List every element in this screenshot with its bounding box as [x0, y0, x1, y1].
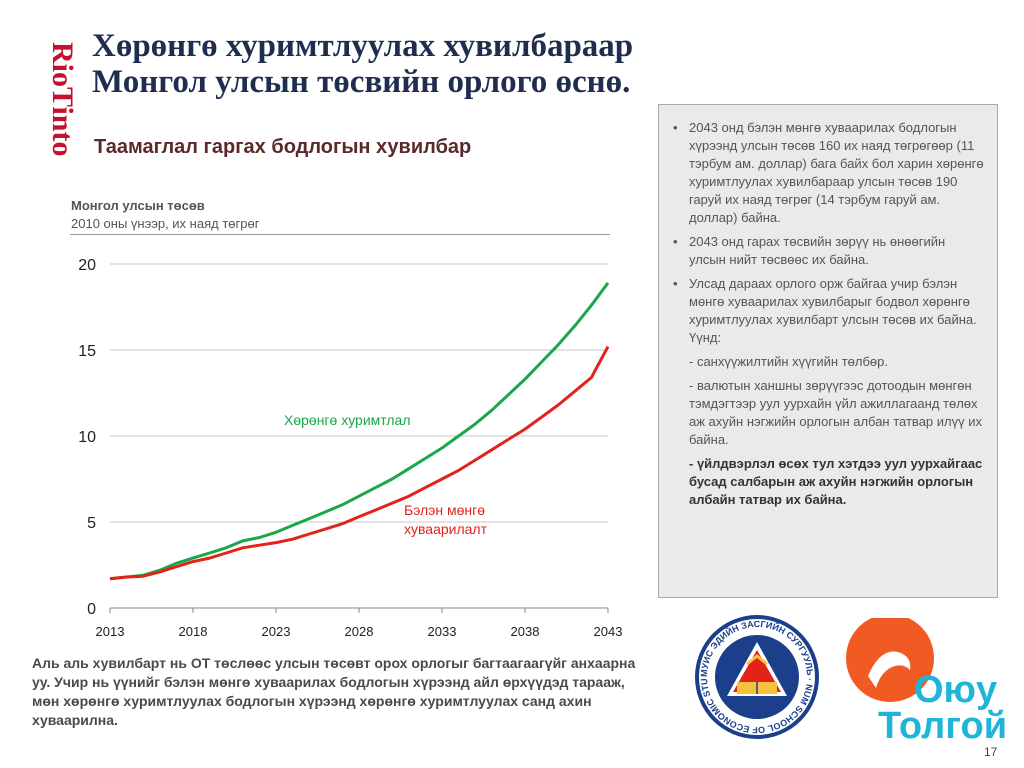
y-tick-label: 5 [87, 515, 96, 532]
riotinto-logo-text: RioTinto [46, 42, 79, 156]
series-line-savings [109, 282, 610, 581]
chart-header-title: Монгол улсын төсөв [71, 198, 205, 213]
page-number: 17 [984, 745, 998, 759]
page-title: Хөрөнгө хуримтлуулах хувилбараар Монгол … [92, 28, 792, 100]
y-tick-label: 10 [78, 429, 96, 446]
series-label-savings: Хөрөнгө хуримтлал [284, 412, 411, 428]
series-lines [109, 282, 610, 581]
footnote-text: Аль аль хувилбарт нь ОТ төслөөс улсын тө… [32, 655, 636, 728]
series-label-cash-line1: Бэлэн мөнгө [404, 502, 485, 518]
tolgoi-text: Толгой [878, 705, 1007, 747]
x-tick-label: 2028 [345, 624, 374, 639]
sub-item-1: - санхүүжилтийн хүүгийн төлбөр. [689, 354, 889, 369]
y-tick-label: 20 [78, 257, 96, 274]
section-subtitle: Таамаглал гаргах бодлогын хувилбар [94, 136, 472, 158]
y-tick-label: 15 [78, 343, 96, 360]
x-tick-label: 2018 [179, 624, 208, 639]
x-tick-label: 2043 [594, 624, 623, 639]
riotinto-logo: RioTinto [46, 42, 79, 156]
x-tick-label: 2023 [262, 624, 291, 639]
oyu-text: Оюу [914, 669, 997, 711]
x-tick-label: 2038 [511, 624, 540, 639]
series-line-cash [109, 345, 610, 581]
x-tick-label: 2033 [428, 624, 457, 639]
x-tick-labels: 2013 2018 2023 2028 2033 2038 2043 [96, 624, 623, 639]
sub-item-2: - валютын ханшны зөрүүгээс дотоодын мөнг… [689, 378, 982, 447]
bullet-1: • 2043 онд бэлэн мөнгө хуваарилах бодлогы… [673, 120, 984, 225]
title-line-2: Монгол улсын төсвийн орлого өснө. [92, 64, 631, 100]
chart-grid [109, 263, 609, 613]
explanation-box: • 2043 онд бэлэн мөнгө хуваарилах бодлогы… [658, 104, 998, 598]
chart-header-rule [70, 234, 610, 235]
school-logo: МУИС ЭДИЙН ЗАСГИЙН СУРГУУЛЬ · NUM SCHOOL… [692, 612, 819, 739]
budget-line-chart: 0 5 10 15 20 2013 2018 2023 2028 2033 2038 2043 Хө… [78, 257, 623, 639]
chart-header-units: 2010 оны үнээр, их наяд төгрөг [71, 216, 260, 231]
series-label-cash-line2: хуваарилалт [404, 521, 488, 537]
y-tick-labels: 0 5 10 15 20 [78, 257, 96, 618]
oyu-tolgoi-logo: Оюу Толгой [846, 618, 1007, 747]
sub-item-3: - үйлдвэрлэл өсөх тул хэтдээ уул уурхайг… [689, 456, 983, 507]
y-tick-label: 0 [87, 601, 96, 618]
bullet-3: • Улсад дараах орлого орж байгаа учир бэл… [673, 276, 977, 345]
title-line-1: Хөрөнгө хуримтлуулах хувилбараар [92, 28, 634, 64]
x-tick-label: 2013 [96, 624, 125, 639]
bullet-2: • 2043 онд гарах төсвийн зөрүү нь өнөөгий… [673, 234, 946, 267]
explanation-bullets: • 2043 онд бэлэн мөнгө хуваарилах бодлогы… [671, 119, 985, 347]
